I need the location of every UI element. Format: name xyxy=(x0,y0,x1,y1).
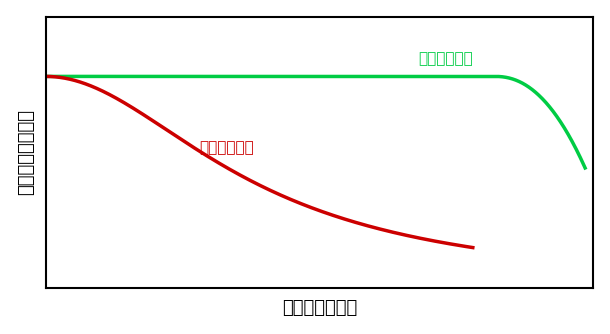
Y-axis label: インダクタンス値: インダクタンス値 xyxy=(16,110,35,195)
X-axis label: 直流重畳電流値: 直流重畳電流値 xyxy=(282,299,357,317)
Text: 開磁路タイプ: 開磁路タイプ xyxy=(418,51,473,66)
Text: 閉磁路タイプ: 閉磁路タイプ xyxy=(199,140,254,155)
